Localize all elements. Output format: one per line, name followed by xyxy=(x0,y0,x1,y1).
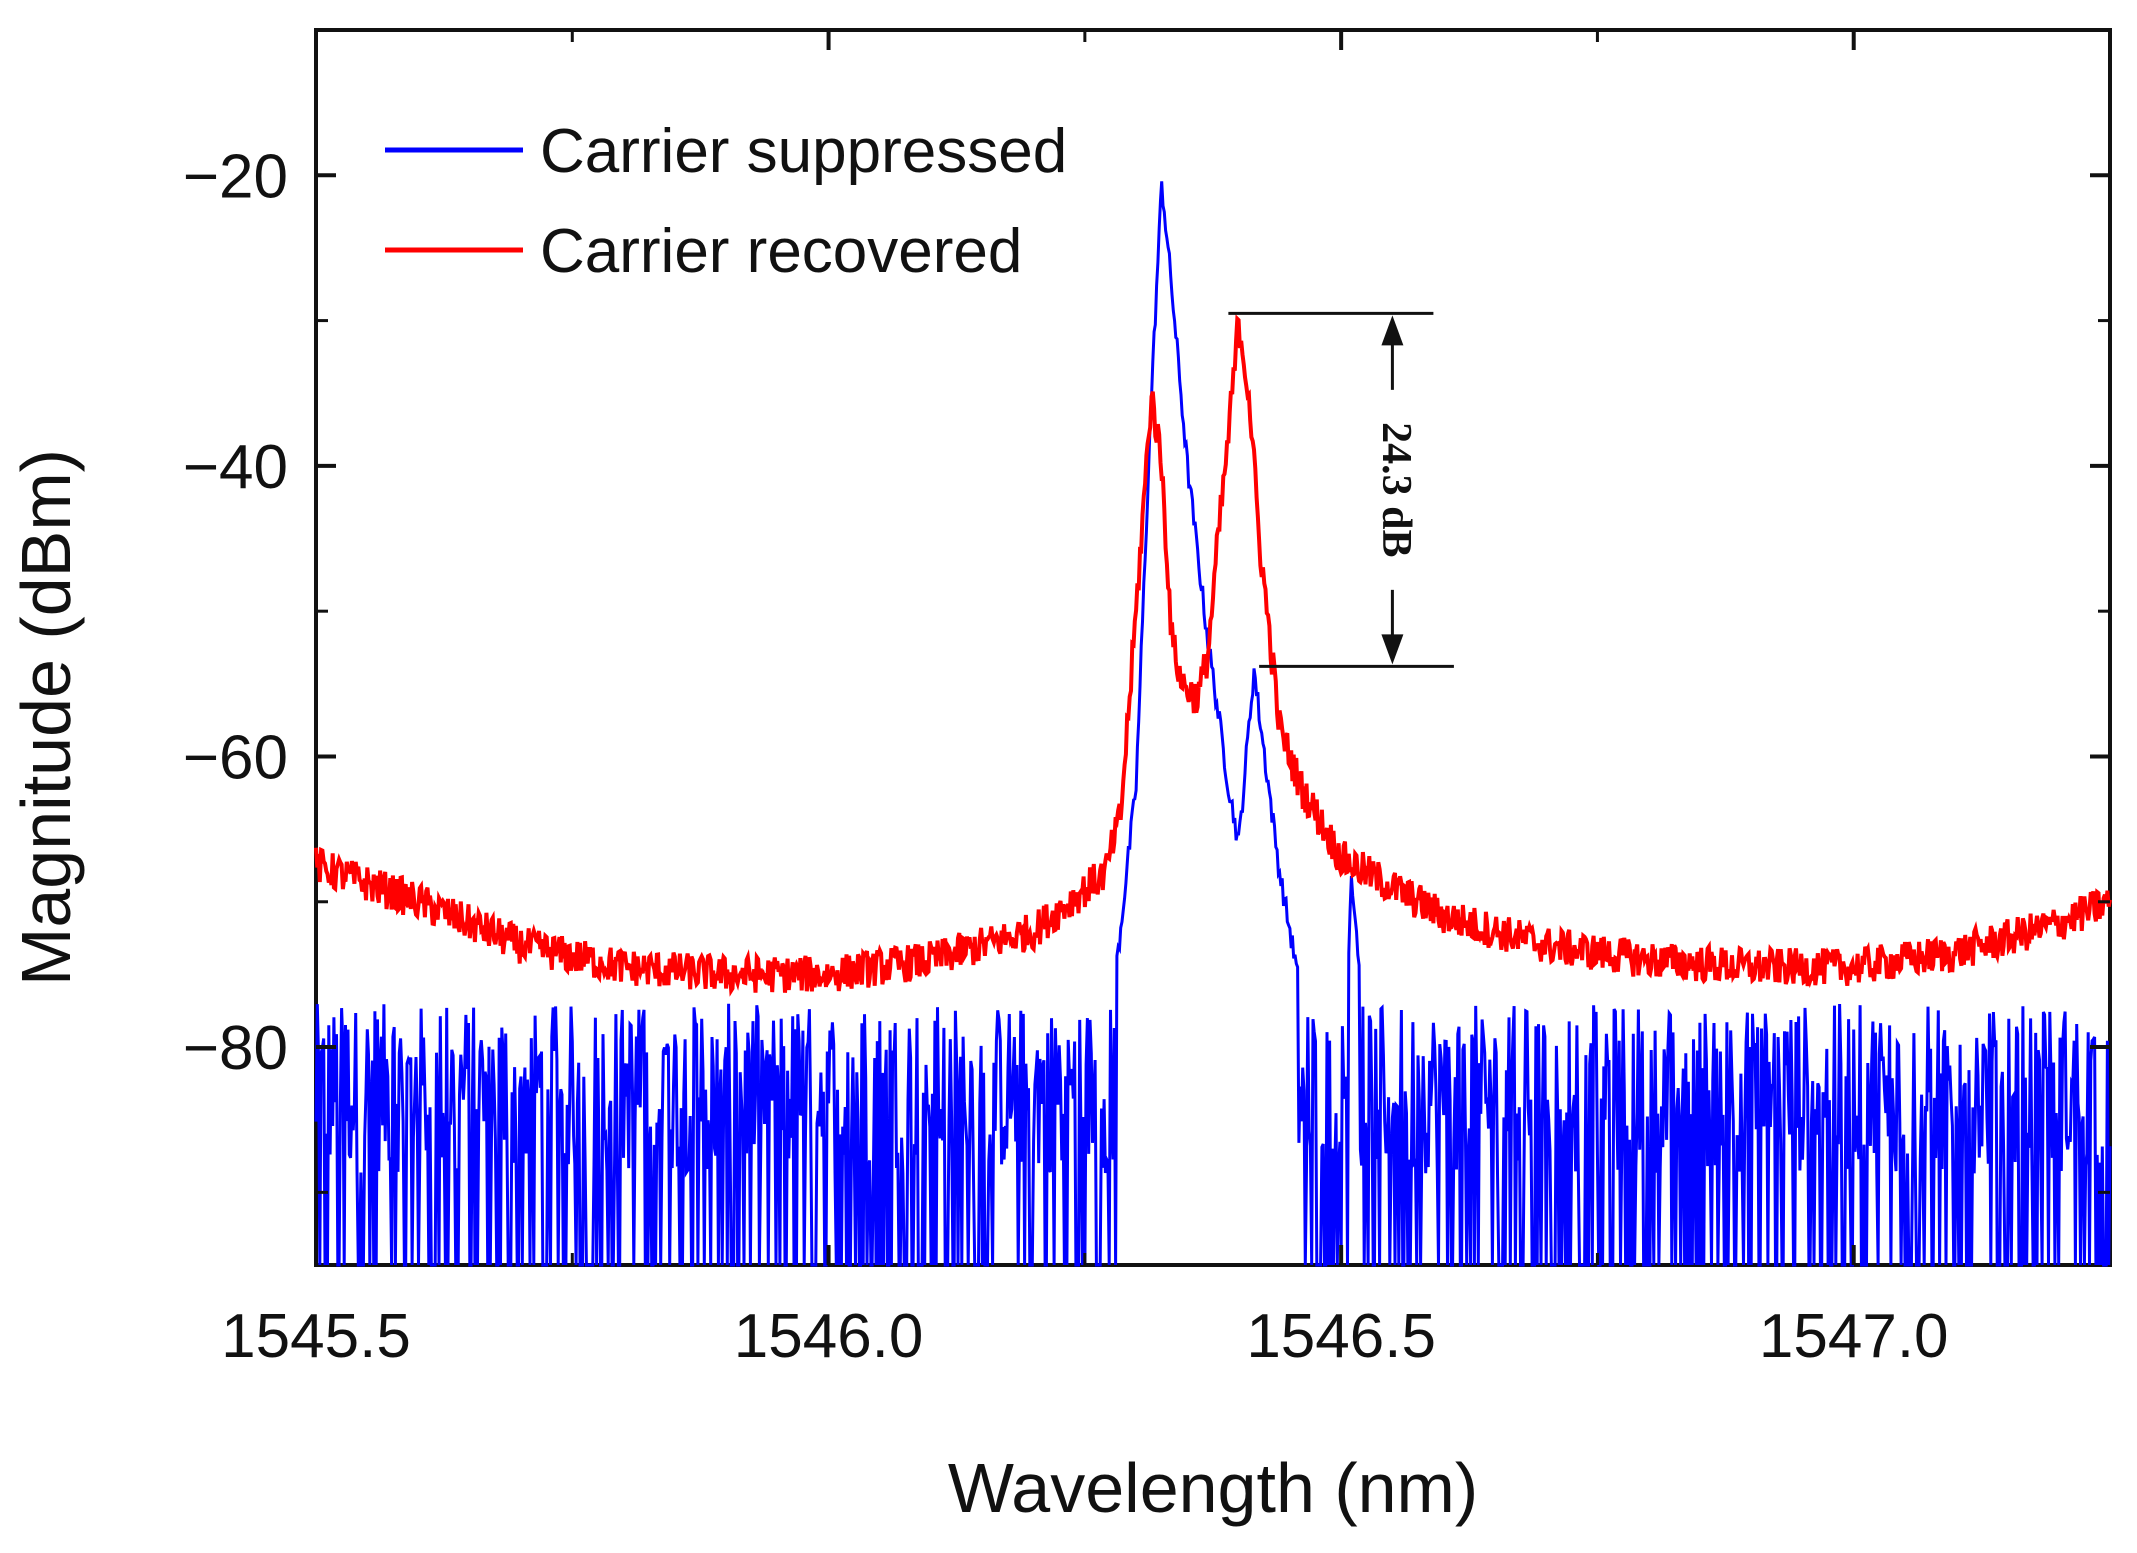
ticks-layer: 1545.5 1546.0 1546.5 1547.0 −20 −40 −60 −80 xyxy=(183,28,2110,1371)
annotation-arrowhead-up xyxy=(1381,315,1404,346)
series-line-carrier-suppressed xyxy=(314,181,2112,1267)
annotation-arrowhead-down xyxy=(1381,634,1404,665)
axes-layer xyxy=(314,28,2112,1267)
plot-frame xyxy=(314,28,2112,1267)
y-axis-title: Magnitude (dBm) xyxy=(7,449,85,986)
x-tick-label: 1546.0 xyxy=(734,1302,924,1371)
series-layer xyxy=(314,181,2112,1267)
y-tick-label: −80 xyxy=(183,1014,288,1083)
y-tick-label: −60 xyxy=(183,723,288,792)
x-axis-title: Wavelength (nm) xyxy=(948,1449,1478,1527)
series-line-carrier-recovered xyxy=(314,314,2112,997)
y-tick-label: −40 xyxy=(183,433,288,502)
legend: Carrier suppressed Carrier recovered xyxy=(385,117,1067,286)
legend-label-carrier-suppressed: Carrier suppressed xyxy=(540,117,1067,186)
x-tick-label: 1545.5 xyxy=(221,1302,411,1371)
annotation-layer: 24.3 dB xyxy=(1228,311,1454,668)
annotation-label: 24.3 dB xyxy=(1373,422,1419,557)
y-tick-label: −20 xyxy=(183,142,288,211)
legend-label-carrier-recovered: Carrier recovered xyxy=(540,217,1022,286)
x-tick-label: 1546.5 xyxy=(1246,1302,1436,1371)
x-tick-label: 1547.0 xyxy=(1759,1302,1949,1371)
